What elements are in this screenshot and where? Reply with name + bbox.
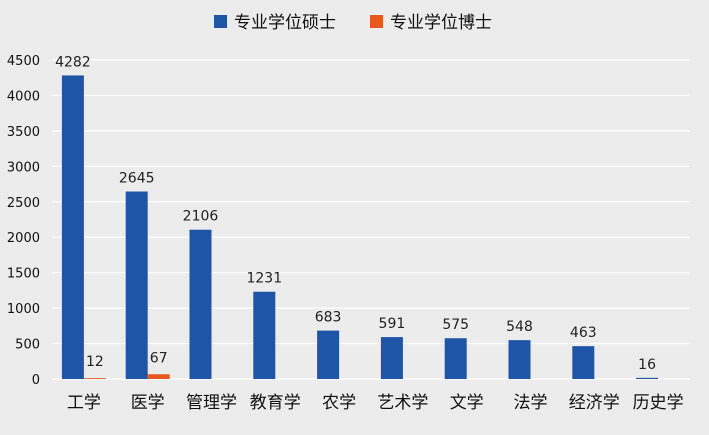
x-category-label: 工学	[67, 393, 101, 413]
data-label-master: 575	[442, 317, 469, 333]
gridlines	[52, 59, 690, 380]
legend-label: 专业学位博士	[390, 13, 492, 33]
bar-doctor	[83, 378, 106, 379]
y-tick-label: 1500	[7, 267, 40, 282]
bar-master	[572, 346, 595, 379]
data-label-master: 548	[506, 319, 533, 335]
y-axis-ticks: 0 500 1000 1500 2000 2500 3000 3500 4000 4500	[7, 54, 40, 388]
bar-master	[317, 330, 340, 379]
x-category-label: 文学	[450, 393, 484, 413]
data-label-doctor: 67	[150, 350, 168, 366]
y-tick-label: 500	[15, 338, 40, 353]
y-tick-label: 0	[32, 373, 40, 388]
x-category-label: 医学	[131, 393, 165, 413]
x-category-label: 教育学	[250, 393, 301, 413]
bar-master	[61, 75, 84, 379]
x-category-label: 艺术学	[377, 393, 428, 413]
data-label-master: 2106	[183, 209, 219, 225]
legend-swatch	[370, 15, 383, 28]
bar-master	[189, 229, 212, 379]
bar-master	[380, 337, 403, 379]
data-label-master: 591	[379, 316, 406, 332]
y-tick-label: 3000	[7, 160, 40, 175]
x-category-label: 法学	[514, 393, 548, 413]
legend-swatch	[214, 15, 227, 28]
legend: 专业学位硕士 专业学位博士	[214, 13, 492, 33]
data-label-master: 463	[570, 325, 597, 341]
y-tick-label: 1000	[7, 302, 40, 317]
x-category-label: 经济学	[569, 393, 620, 413]
bar-master	[444, 338, 467, 379]
y-tick-label: 3500	[7, 125, 40, 140]
data-label-master: 2645	[119, 170, 155, 186]
y-tick-label: 4000	[7, 89, 40, 104]
bar-master	[125, 191, 148, 379]
bar-master	[636, 377, 659, 379]
data-label-master: 4282	[55, 54, 91, 70]
legend-label: 专业学位硕士	[234, 13, 336, 33]
bar-master	[253, 291, 276, 379]
x-category-label: 历史学	[633, 393, 684, 413]
data-label-master: 16	[638, 357, 656, 373]
data-label-master: 1231	[246, 271, 282, 287]
bars	[61, 75, 659, 379]
data-label-doctor: 12	[86, 354, 104, 370]
x-axis-categories: 工学 医学 管理学 教育学 农学 艺术学 文学 法学 经济学 历史学	[67, 393, 684, 413]
bar-master	[508, 340, 531, 379]
y-tick-label: 2500	[7, 196, 40, 211]
data-labels: 4282 12 2645 67 2106 1231 683 591 575 548 463 16	[55, 54, 656, 372]
y-tick-label: 4500	[7, 54, 40, 69]
data-label-master: 683	[315, 310, 342, 326]
y-tick-label: 2000	[7, 231, 40, 246]
x-category-label: 农学	[322, 393, 356, 413]
bar-doctor	[147, 374, 170, 379]
x-category-label: 管理学	[186, 393, 237, 413]
